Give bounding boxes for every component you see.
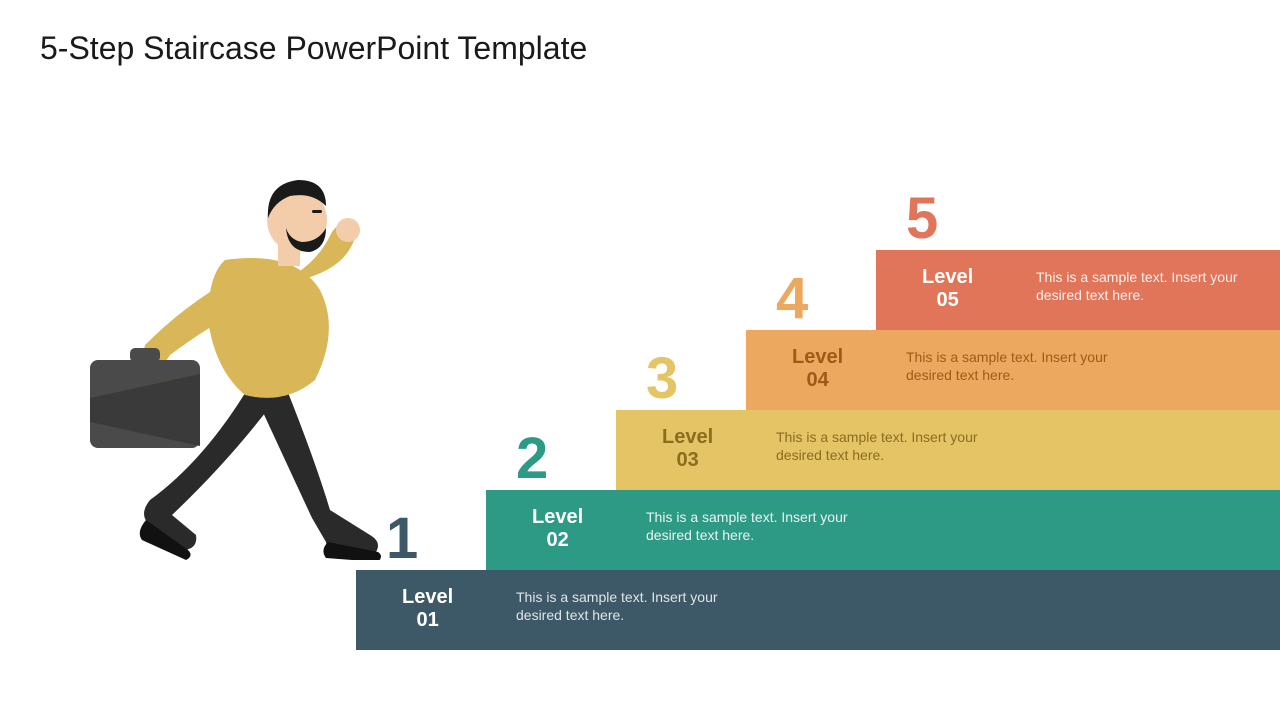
step-1-number: 1 [386, 516, 418, 562]
step-2-number: 2 [516, 436, 548, 482]
step-4-number: 4 [776, 276, 808, 322]
step-1-bar [356, 570, 1280, 650]
step-2-desc: This is a sample text. Insert your desir… [646, 508, 866, 544]
running-person-illustration [90, 170, 420, 560]
step-3-label: Level 03 [662, 426, 713, 472]
step-1-desc: This is a sample text. Insert your desir… [516, 588, 736, 624]
step-5-label: Level 05 [922, 266, 973, 312]
step-5-desc: This is a sample text. Insert your desir… [1036, 268, 1256, 304]
step-1-label: Level 01 [402, 586, 453, 632]
step-3-desc: This is a sample text. Insert your desir… [776, 428, 996, 464]
staircase-diagram: 1 Level 01 This is a sample text. Insert y… [0, 0, 1280, 720]
step-3-number: 3 [646, 356, 678, 402]
step-2-label: Level 02 [532, 506, 583, 552]
step-2-bar [486, 490, 1280, 570]
step-4-desc: This is a sample text. Insert your desir… [906, 348, 1126, 384]
step-4-label: Level 04 [792, 346, 843, 392]
step-5-number: 5 [906, 196, 938, 242]
